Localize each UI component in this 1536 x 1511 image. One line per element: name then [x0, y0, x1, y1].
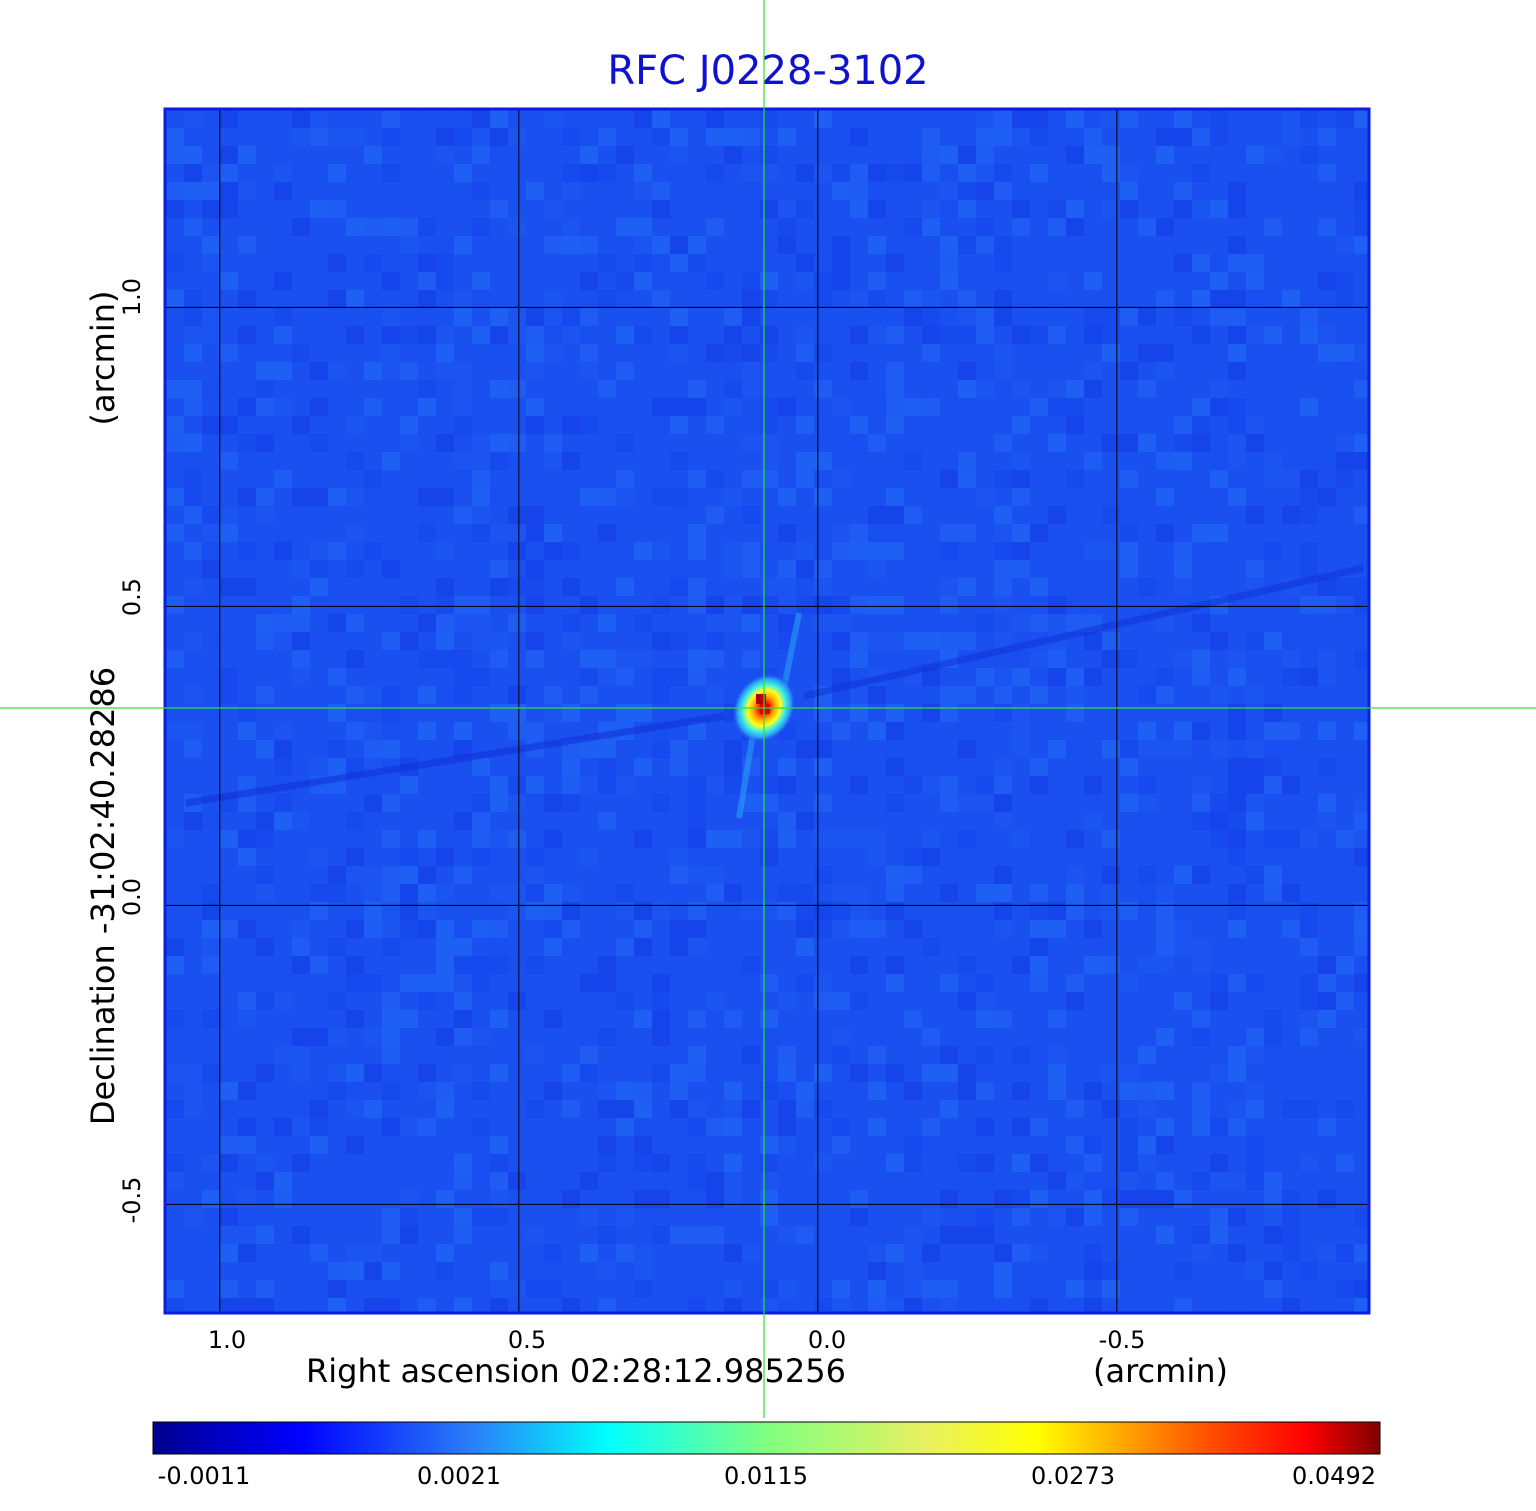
x-axis-unit: (arcmin) — [1093, 1352, 1228, 1390]
x-axis-label: Right ascension 02:28:12.985256 — [306, 1352, 846, 1390]
colorbar-tick-label: 0.0115 — [724, 1462, 808, 1490]
x-tick-label: 0.5 — [507, 1326, 547, 1354]
colorbar-tick-label: 0.0492 — [1292, 1462, 1376, 1490]
noise-texture — [166, 110, 1368, 1312]
colorbar-tick-label: -0.0011 — [157, 1462, 251, 1490]
coordinate-grid — [166, 110, 1368, 1312]
streak-artifact — [185, 712, 725, 807]
plot-frame — [163, 107, 1371, 1315]
streak-artifact — [781, 612, 802, 689]
x-tick-label: 1.0 — [207, 1326, 247, 1354]
x-tick-label: -0.5 — [1098, 1326, 1146, 1354]
source-peak-pixel — [756, 694, 767, 705]
y-tick-label: 1.0 — [118, 277, 146, 317]
streak-artifact — [736, 727, 757, 819]
y-tick-label: 0.0 — [118, 877, 146, 917]
y-axis-label: Declination -31:02:40.28286 — [84, 666, 122, 1126]
crosshair — [0, 0, 1536, 1418]
y-axis-unit: (arcmin) — [84, 290, 122, 426]
y-tick-label: -0.5 — [118, 1176, 146, 1224]
source-peak-pixel — [760, 704, 771, 715]
x-tick-label: 0.0 — [807, 1326, 847, 1354]
y-tick-label: 0.5 — [118, 577, 146, 617]
colorbar-tick-label: 0.0021 — [417, 1462, 501, 1490]
chart-title: RFC J0228-3102 — [607, 48, 929, 94]
colorbar-tick-label: 0.0273 — [1031, 1462, 1115, 1490]
streak-artifact — [803, 564, 1364, 700]
colorbar — [152, 1421, 1381, 1455]
